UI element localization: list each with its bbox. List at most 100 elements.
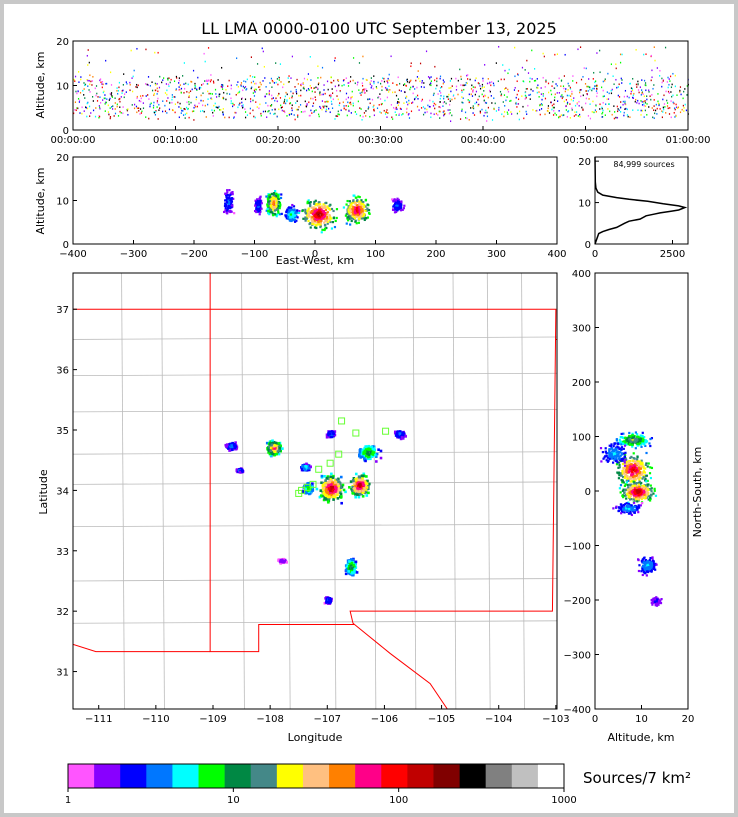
time-altitude-source	[331, 92, 334, 95]
eastwest-source	[257, 209, 261, 213]
eastwest-source	[287, 215, 290, 218]
eastwest-source	[277, 195, 280, 199]
time-altitude-source	[201, 84, 203, 86]
plan-view-source	[230, 444, 233, 447]
northsouth-source	[619, 472, 622, 475]
time-altitude-source	[162, 100, 164, 102]
time-altitude-source	[481, 86, 484, 89]
plan-view-source	[334, 489, 338, 492]
time-altitude-source	[354, 111, 356, 113]
time-altitude-source	[614, 111, 616, 113]
time-altitude-source	[99, 96, 101, 99]
time-altitude-source	[314, 91, 316, 93]
time-altitude-source	[668, 78, 670, 80]
time-altitude-source	[663, 94, 665, 97]
time-altitude-source	[361, 90, 364, 92]
time-altitude-source	[106, 98, 108, 100]
eastwest-xtick-label: 200	[426, 249, 445, 260]
eastwest-source	[354, 213, 357, 217]
eastwest-source	[289, 214, 292, 217]
northsouth-source	[642, 474, 645, 478]
time-altitude-source	[116, 87, 118, 89]
time-altitude-source	[461, 108, 463, 111]
eastwest-source	[367, 211, 371, 214]
plan-view-source	[331, 491, 334, 495]
plan-view-source	[273, 453, 277, 457]
northsouth-source	[621, 472, 624, 475]
time-altitude-source	[643, 79, 646, 82]
time-altitude-source	[268, 92, 270, 95]
time-altitude-source	[230, 102, 232, 105]
time-altitude-source	[394, 108, 396, 110]
eastwest-source	[317, 209, 320, 212]
time-altitude-source	[308, 89, 310, 91]
time-altitude-source	[376, 107, 379, 110]
time-altitude-source	[309, 114, 311, 117]
time-altitude-source	[670, 100, 672, 102]
time-altitude-source	[132, 75, 134, 78]
time-altitude-source	[297, 83, 299, 85]
time-altitude-source	[363, 91, 365, 94]
time-altitude-source	[484, 111, 486, 114]
time-altitude-source	[650, 98, 652, 101]
time-altitude-source	[350, 96, 352, 99]
time-altitude-source	[669, 75, 672, 78]
time-altitude-source	[606, 98, 608, 101]
plan-view-source	[324, 483, 328, 487]
time-altitude-source	[291, 107, 293, 109]
eastwest-source	[226, 212, 229, 215]
plan-view-source	[357, 483, 361, 486]
time-altitude-source	[405, 96, 408, 98]
northsouth-source	[628, 461, 631, 464]
plan-view-ytick-label: 34	[56, 486, 69, 497]
time-altitude-source	[121, 90, 123, 92]
time-altitude-source	[392, 82, 394, 84]
time-altitude-source	[453, 94, 455, 97]
time-altitude-source	[428, 105, 430, 108]
time-altitude-source	[188, 96, 190, 99]
eastwest-source	[324, 219, 327, 222]
time-altitude-source	[352, 104, 354, 107]
time-altitude-source	[462, 101, 464, 104]
eastwest-source	[271, 207, 274, 210]
eastwest-source	[315, 226, 318, 230]
time-altitude-source	[571, 93, 573, 95]
time-altitude-source	[188, 116, 190, 119]
time-altitude-source	[104, 97, 106, 100]
time-altitude-source	[562, 85, 565, 88]
time-altitude-source	[157, 97, 159, 100]
time-altitude-source	[104, 94, 106, 96]
time-altitude-source	[211, 93, 213, 95]
time-altitude-source	[253, 95, 256, 97]
eastwest-source	[294, 215, 297, 219]
time-altitude-source	[443, 95, 445, 98]
time-altitude-source	[122, 112, 124, 115]
time-altitude-source	[92, 109, 95, 112]
time-altitude-source	[558, 109, 560, 112]
time-altitude-source	[288, 114, 291, 116]
plan-view-source	[349, 564, 353, 568]
eastwest-source	[351, 201, 354, 205]
time-altitude-source	[218, 105, 220, 108]
time-altitude-source	[602, 80, 604, 83]
time-altitude-source	[381, 77, 384, 80]
time-altitude-source	[388, 91, 390, 93]
eastwest-source	[224, 206, 227, 210]
time-altitude-source	[611, 88, 613, 91]
plan-view-source	[327, 596, 330, 600]
time-altitude-source	[389, 88, 391, 91]
time-altitude-source	[302, 87, 304, 89]
time-altitude-source	[288, 75, 290, 77]
time-altitude-source	[457, 79, 459, 82]
time-altitude-source	[541, 98, 543, 101]
time-altitude-source	[484, 95, 487, 97]
time-altitude-source	[444, 112, 446, 115]
eastwest-source	[304, 218, 307, 221]
northsouth-source	[625, 479, 628, 482]
time-altitude-source	[208, 92, 210, 95]
eastwest-source	[273, 199, 277, 203]
time-altitude-source	[587, 85, 589, 88]
eastwest-source	[272, 196, 275, 199]
plan-view-source	[348, 570, 352, 573]
time-altitude-source	[544, 86, 546, 88]
